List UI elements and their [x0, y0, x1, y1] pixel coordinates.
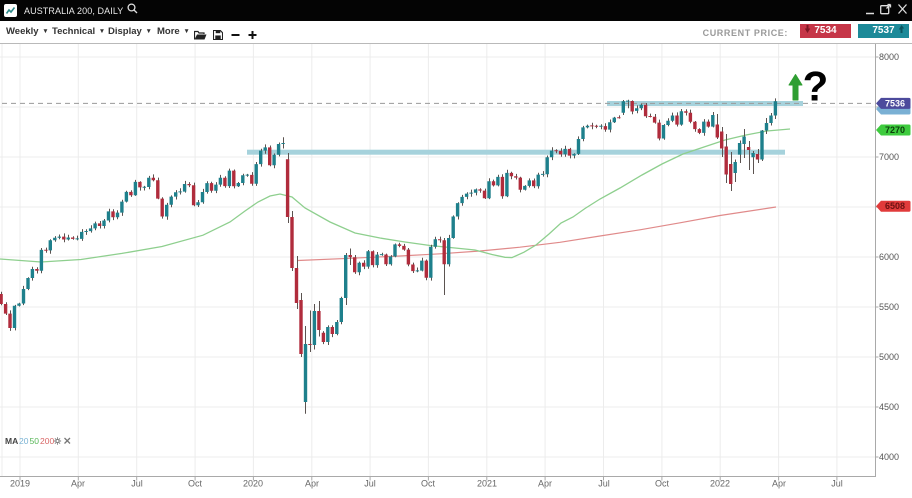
svg-text:6508: 6508 — [885, 201, 905, 211]
svg-text:6000: 6000 — [879, 252, 899, 262]
svg-text:Apr: Apr — [772, 479, 786, 489]
svg-text:Jul: Jul — [831, 479, 843, 489]
svg-text:Apr: Apr — [538, 479, 552, 489]
svg-text:50: 50 — [30, 436, 40, 446]
svg-text:4000: 4000 — [879, 452, 899, 462]
svg-text:MA: MA — [5, 436, 18, 446]
svg-text:20: 20 — [19, 436, 29, 446]
svg-text:7270: 7270 — [885, 125, 905, 135]
svg-text:2022: 2022 — [710, 479, 730, 489]
svg-text:Apr: Apr — [305, 479, 319, 489]
svg-text:5500: 5500 — [879, 302, 899, 312]
svg-text:Jul: Jul — [598, 479, 610, 489]
svg-text:2020: 2020 — [243, 479, 263, 489]
svg-text:Jul: Jul — [131, 479, 143, 489]
svg-text:Oct: Oct — [655, 479, 670, 489]
svg-text:2021: 2021 — [477, 479, 497, 489]
svg-text:2019: 2019 — [10, 479, 30, 489]
svg-text:?: ? — [803, 63, 829, 110]
svg-text:Oct: Oct — [188, 479, 203, 489]
svg-text:8000: 8000 — [879, 52, 899, 62]
svg-text:7000: 7000 — [879, 152, 899, 162]
svg-text:Apr: Apr — [71, 479, 85, 489]
svg-text:Oct: Oct — [421, 479, 436, 489]
svg-text:7536: 7536 — [885, 98, 905, 108]
svg-text:5000: 5000 — [879, 352, 899, 362]
svg-text:4500: 4500 — [879, 402, 899, 412]
svg-text:200: 200 — [40, 436, 54, 446]
svg-text:Jul: Jul — [364, 479, 376, 489]
